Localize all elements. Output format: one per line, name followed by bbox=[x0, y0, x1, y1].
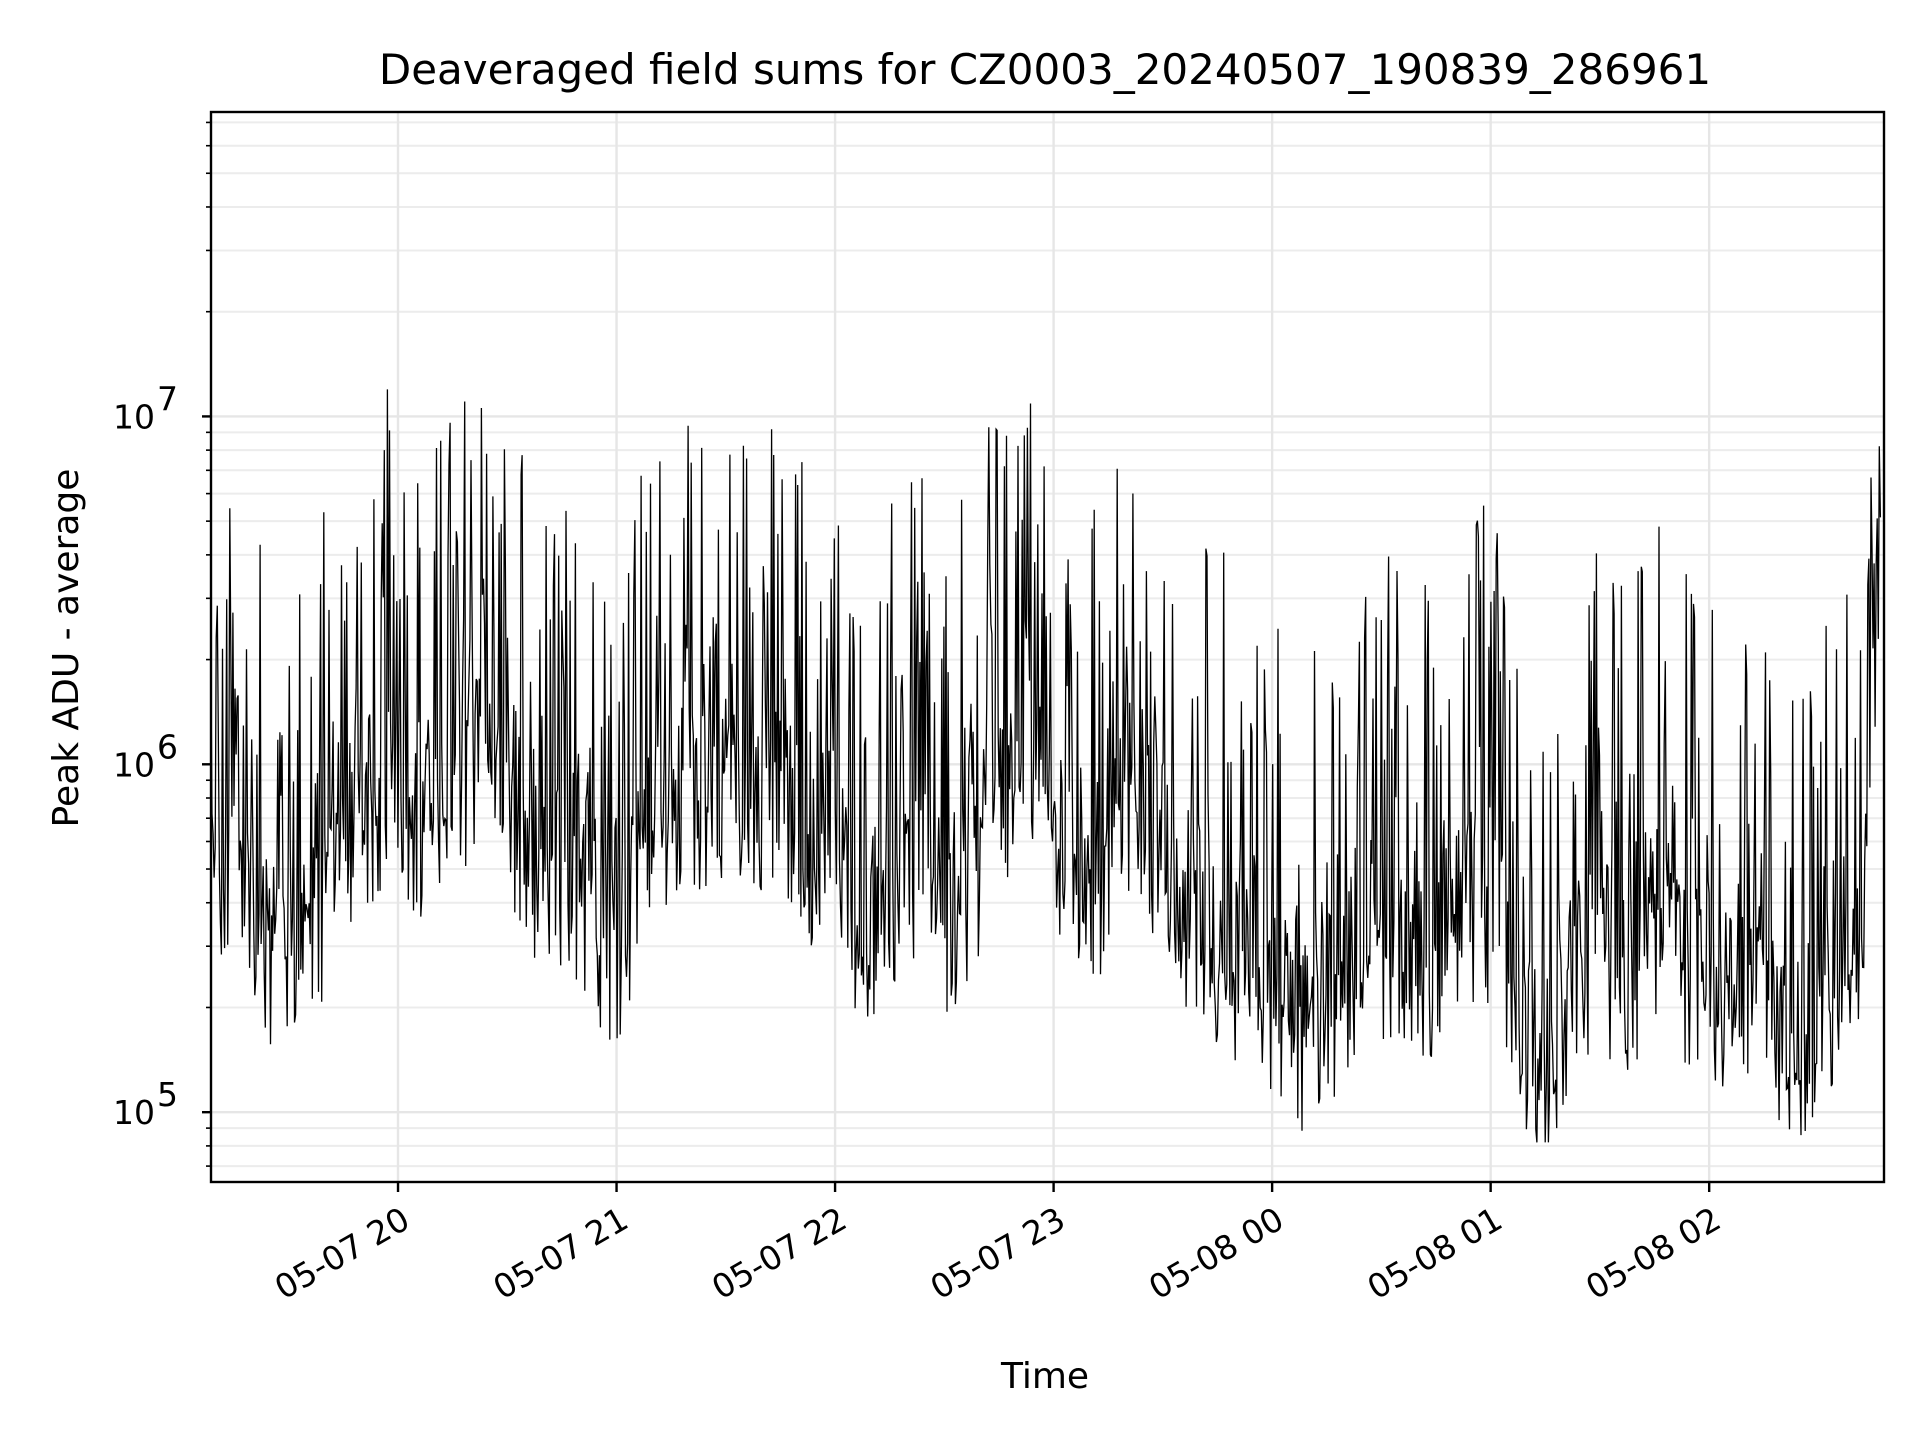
y-tick-exponent: 7 bbox=[157, 379, 178, 418]
y-tick-exponent: 6 bbox=[157, 727, 178, 766]
x-tick-label: 05-07 22 bbox=[705, 1199, 853, 1307]
y-tick-label: 10 bbox=[113, 397, 155, 436]
chart-title: Deaveraged field sums for CZ0003_2024050… bbox=[379, 45, 1711, 94]
y-tick-label: 10 bbox=[113, 745, 155, 784]
x-tick-label: 05-07 20 bbox=[268, 1199, 416, 1307]
grid-minor bbox=[211, 121, 1884, 1168]
x-tick-label: 05-08 00 bbox=[1142, 1199, 1290, 1307]
x-tick-label: 05-07 21 bbox=[487, 1199, 635, 1307]
y-tick-exponent: 5 bbox=[157, 1075, 178, 1114]
x-axis: 05-07 20 05-07 21 05-07 22 05-07 23 05-08 00… bbox=[268, 1182, 1727, 1307]
y-tick-label: 10 bbox=[113, 1093, 155, 1132]
x-tick-label: 05-08 01 bbox=[1361, 1199, 1509, 1307]
series-path bbox=[210, 389, 1882, 1143]
series-line bbox=[210, 389, 1882, 1143]
x-tick-label: 05-07 23 bbox=[924, 1199, 1072, 1307]
x-axis-label: Time bbox=[1000, 1356, 1089, 1397]
y-axis-label: Peak ADU - average bbox=[46, 469, 87, 828]
x-tick-label: 05-08 02 bbox=[1579, 1199, 1727, 1307]
plot-frame bbox=[209, 110, 1886, 1184]
